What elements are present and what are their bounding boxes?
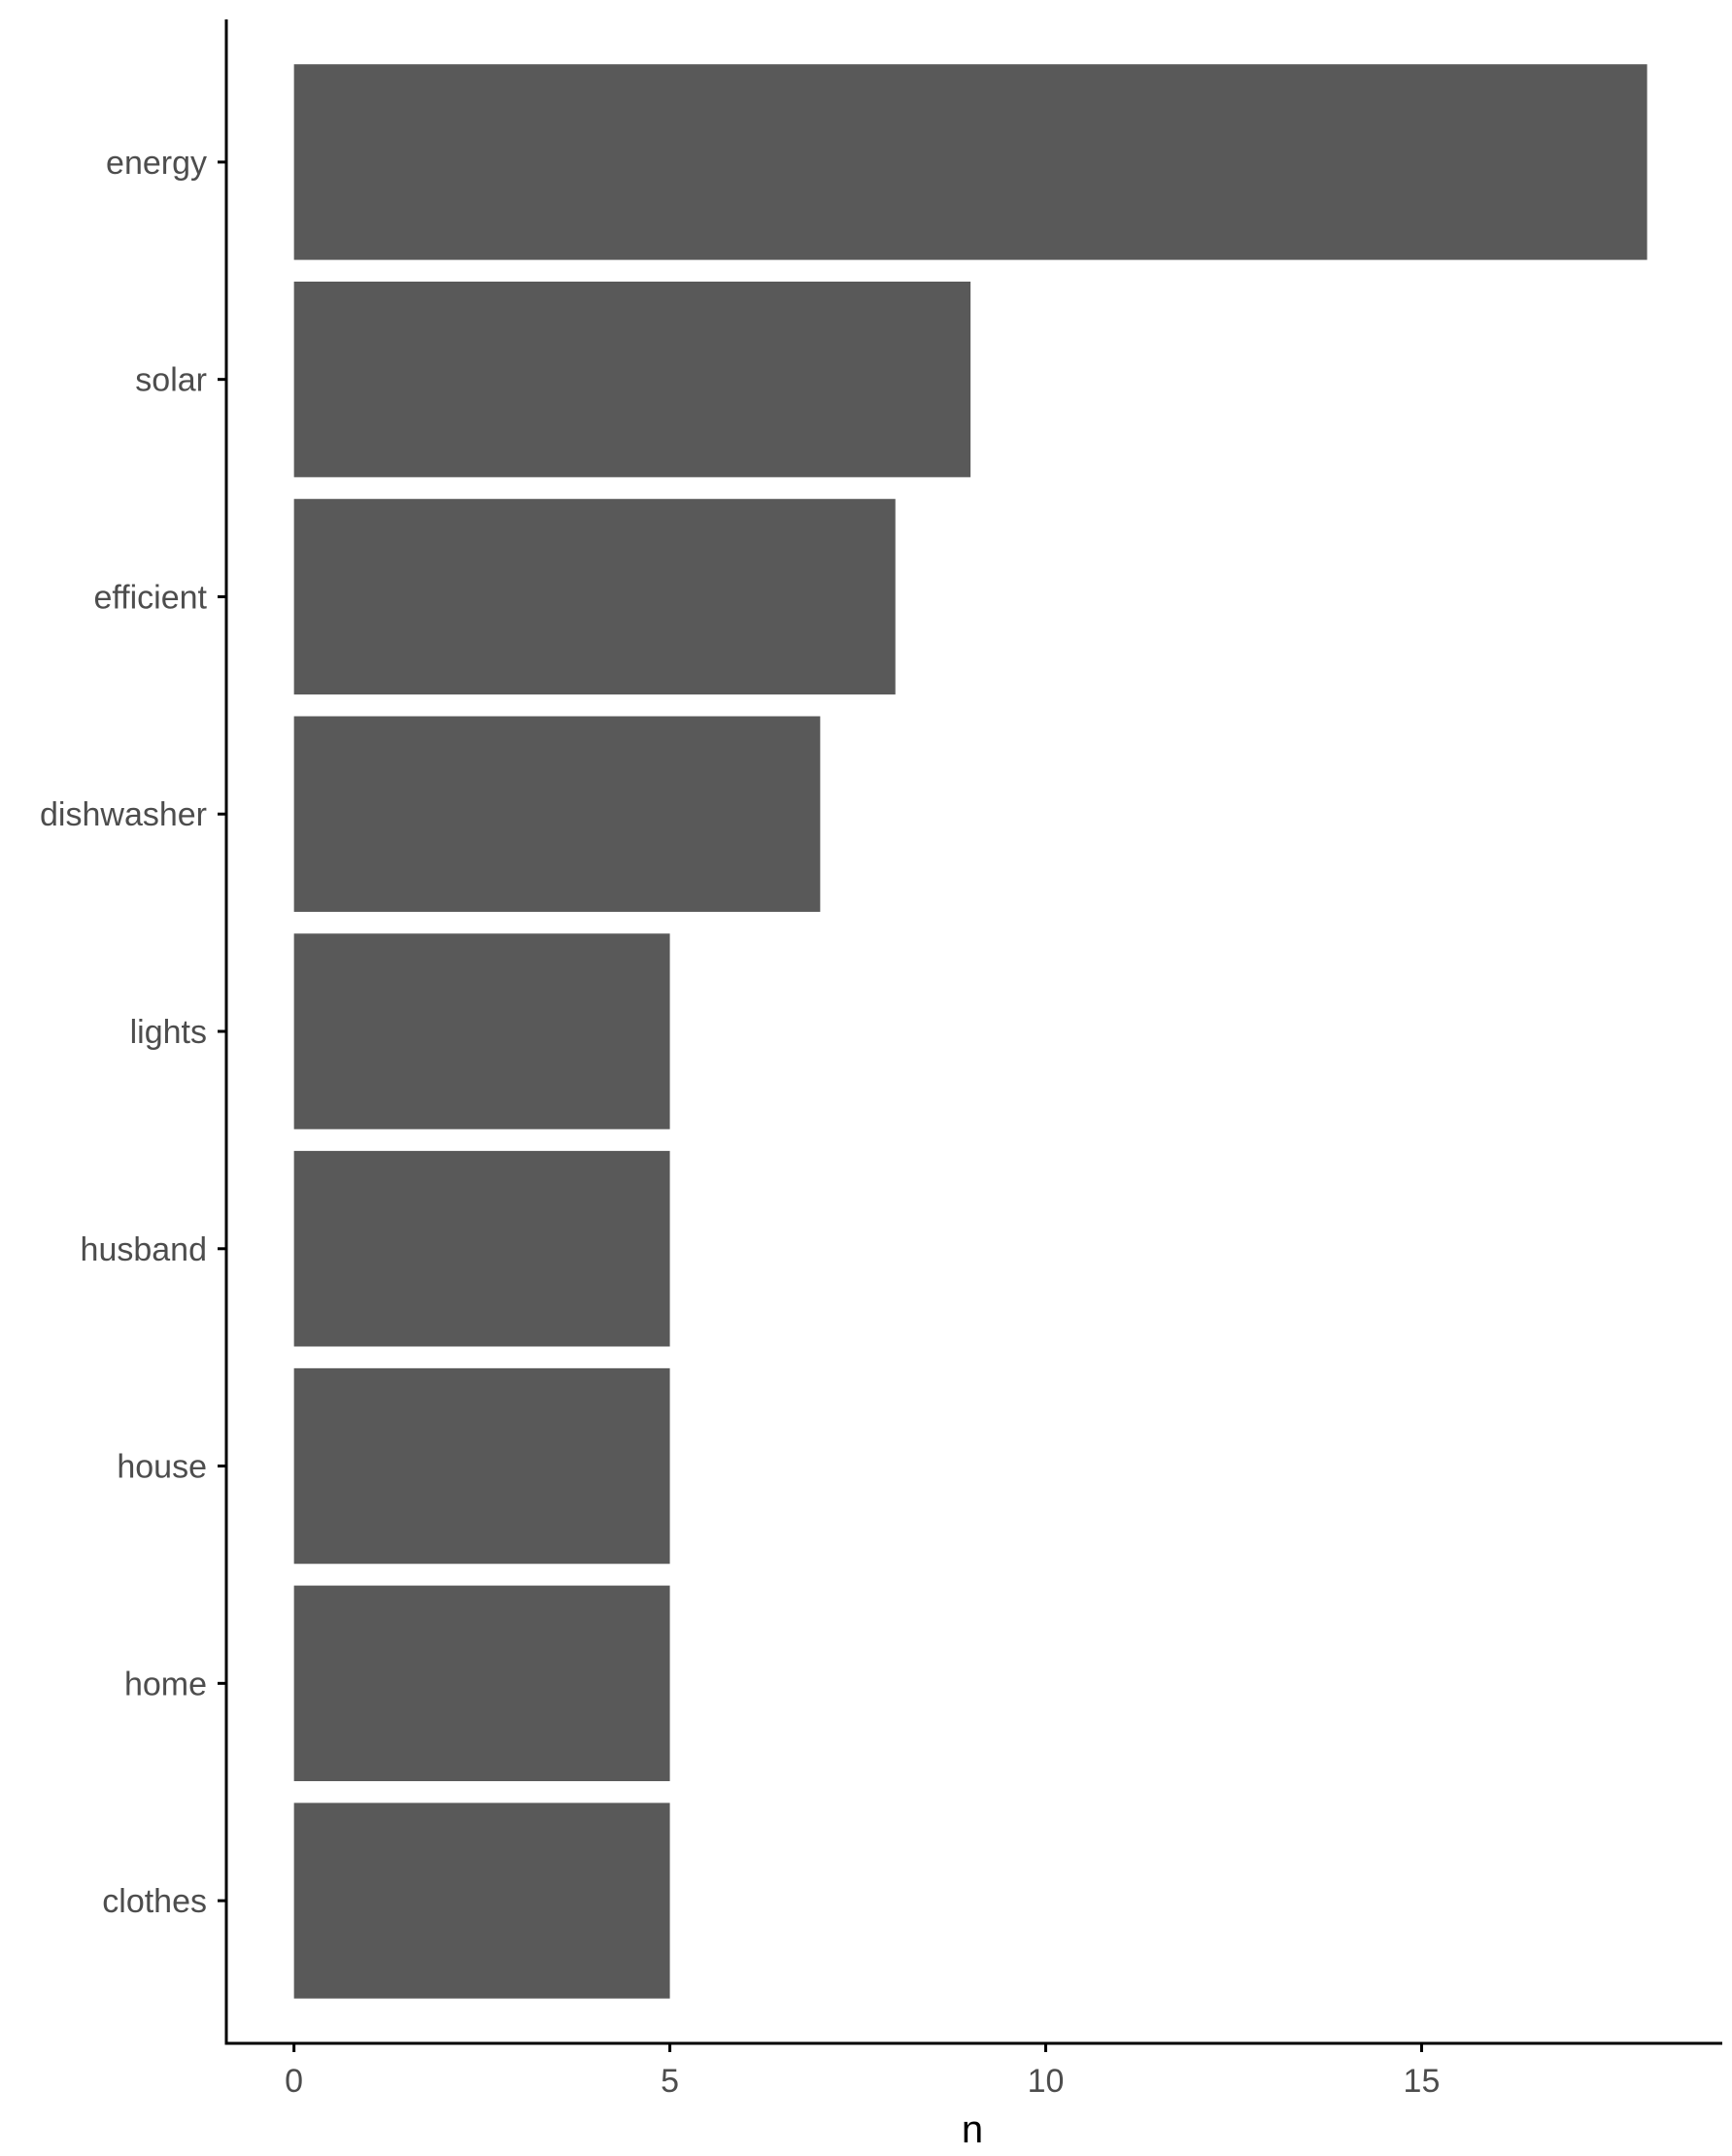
y-tick-label-house: house (117, 1449, 207, 1486)
bar-efficient (293, 498, 896, 695)
bar-husband (293, 1151, 670, 1347)
bar-home (293, 1585, 670, 1782)
bar-dishwasher (293, 716, 821, 912)
x-tick-label-5: 5 (661, 2063, 679, 2100)
bar-house (293, 1367, 670, 1565)
x-tick-label-10: 10 (1028, 2063, 1065, 2100)
bars-layer (293, 64, 1647, 1999)
x-axis-title: n (962, 2108, 983, 2151)
x-tick-label-15: 15 (1404, 2063, 1441, 2100)
y-tick-label-clothes: clothes (102, 1883, 207, 1920)
x-axis: 0 5 10 15 (224, 2041, 1722, 2100)
y-axis: energy solar efficient dishwasher lights husb… (40, 19, 228, 2045)
y-tick-label-energy: energy (106, 145, 207, 182)
bar-clothes (293, 1802, 670, 1999)
x-tick-label-0: 0 (285, 2063, 303, 2100)
y-tick-label-home: home (124, 1666, 207, 1702)
bar-energy (293, 64, 1647, 260)
bar-solar (293, 281, 971, 478)
y-tick-label-lights: lights (130, 1014, 207, 1051)
bar-lights (293, 933, 670, 1129)
y-tick-label-solar: solar (135, 362, 207, 399)
y-tick-label-husband: husband (81, 1231, 207, 1268)
y-tick-label-dishwasher: dishwasher (40, 796, 207, 833)
y-tick-label-efficient: efficient (93, 579, 207, 616)
